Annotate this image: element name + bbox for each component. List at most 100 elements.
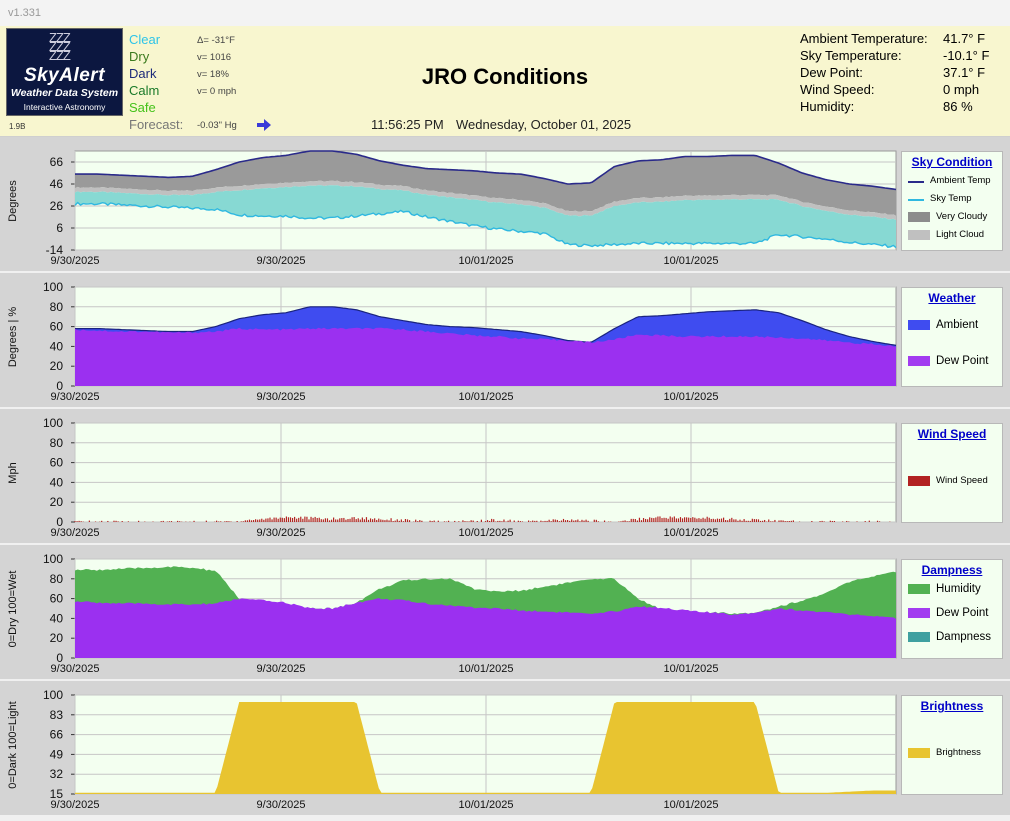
x-tick-label: 9/30/2025 [257, 799, 306, 811]
chart-legend: Sky Condition Ambient Temp Sky Temp Very Cl… [901, 151, 1003, 251]
y-tick-label: 20 [50, 359, 64, 373]
legend-swatch [908, 748, 930, 758]
x-tick-label: 9/30/2025 [257, 391, 306, 403]
y-tick-label: 60 [50, 320, 64, 334]
dew-point-area [75, 598, 896, 658]
legend-swatch [908, 476, 930, 486]
legend-title: Brightness [920, 699, 984, 713]
reading-value: 86 % [943, 99, 973, 114]
y-tick-label: 26 [50, 199, 64, 213]
legend-entry-label: Dampness [936, 631, 991, 643]
clear-band [75, 185, 896, 248]
y-tick-label: 15 [50, 787, 64, 801]
ambient-temp-line [75, 150, 897, 191]
y-tick-label: 60 [50, 456, 64, 470]
legend-entry-label: Wind Speed [936, 475, 988, 486]
status-dark-value: v= 18% [197, 69, 229, 80]
legend-swatch [908, 608, 930, 618]
x-tick-label: 10/01/2025 [458, 663, 513, 675]
legend-entry-label: Sky Temp [930, 193, 972, 204]
legend-swatch [908, 212, 930, 222]
logo-tagline: Weather Data System [10, 87, 119, 99]
legend-title: Sky Condition [911, 155, 993, 169]
x-tick-label: 10/01/2025 [458, 527, 513, 539]
very-cloudy-band [75, 151, 896, 216]
chart-legend: Brightness Brightness [901, 695, 1003, 795]
brightness-area [75, 702, 896, 794]
x-tick-label: 9/30/2025 [257, 255, 306, 267]
chart-panel-brightness: 0=Dark 100=Light 100 83 66 49 32 15 9/30/2025 9/… [0, 681, 1010, 815]
y-tick-label: 32 [50, 767, 64, 781]
x-tick-label: 9/30/2025 [51, 527, 100, 539]
version-label: v1.331 [8, 7, 42, 19]
legend-title: Dampness [921, 563, 983, 577]
x-tick-label: 10/01/2025 [663, 255, 718, 267]
y-tick-label: 6 [56, 221, 63, 235]
ambient-line [75, 306, 897, 346]
y-tick-label: 100 [43, 688, 63, 702]
y-tick-label: 49 [50, 747, 64, 761]
y-tick-label: 100 [43, 552, 63, 566]
reading-label: Sky Temperature: [800, 48, 902, 63]
y-tick-label: 66 [50, 155, 64, 169]
y-tick-label: 80 [50, 572, 64, 586]
legend-swatch [908, 584, 930, 594]
forecast-value: -0.03" Hg [197, 120, 237, 131]
legend-swatch [908, 320, 930, 330]
reading-value: 0 mph [943, 82, 980, 97]
y-tick-label: 0 [56, 515, 63, 529]
y-tick-label: 100 [43, 416, 63, 430]
forecast-arrow-icon[interactable] [256, 118, 272, 132]
status-calm-value: v= 0 mph [197, 86, 237, 97]
x-tick-label: 9/30/2025 [51, 391, 100, 403]
x-tick-label: 10/01/2025 [663, 799, 718, 811]
sky-temp-line [74, 201, 897, 249]
clock-time: 11:56:25 PM [371, 117, 444, 132]
title-bar: v1.331 [0, 0, 1010, 27]
legend-entry-label: Ambient Temp [930, 175, 991, 186]
reading-label: Ambient Temperature: [800, 31, 928, 46]
lightning-icon: ZZZ ZZZ ZZZ [49, 30, 71, 63]
legend-swatch [908, 181, 924, 183]
status-dark: Dark [129, 66, 157, 81]
legend-entry-label: Brightness [936, 747, 981, 758]
y-tick-label: 80 [50, 300, 64, 314]
legend-entry-label: Very Cloudy [936, 211, 988, 222]
x-tick-label: 10/01/2025 [663, 391, 718, 403]
x-tick-label: 10/01/2025 [663, 527, 718, 539]
y-tick-label: 40 [50, 475, 64, 489]
wind-speed-bars [74, 516, 891, 522]
x-tick-label: 10/01/2025 [458, 799, 513, 811]
x-tick-label: 9/30/2025 [51, 663, 100, 675]
status-header: ZZZ ZZZ ZZZ SkyAlert Weather Data System I… [0, 26, 1010, 137]
y-tick-label: 40 [50, 611, 64, 625]
logo-name: SkyAlert [23, 65, 106, 86]
legend-swatch [908, 230, 930, 240]
reading-value: -10.1° F [943, 48, 990, 63]
status-dry: Dry [129, 49, 150, 64]
legend-swatch [908, 199, 924, 201]
chart-panel-sky-condition: Degrees 66 46 26 6 -14 9/30/2025 9/30/2025 10/01… [0, 137, 1010, 271]
hardware-version: 1.9B [9, 122, 26, 131]
dew-point-area [75, 327, 896, 386]
y-tick-label: -14 [46, 243, 64, 257]
status-dry-value: v= 1016 [197, 52, 232, 63]
chart-legend: Dampness Humidity Dew Point Dampness [901, 559, 1003, 659]
skyalert-logo: ZZZ ZZZ ZZZ SkyAlert Weather Data System I… [6, 28, 123, 116]
legend-swatch [908, 632, 930, 642]
chart-panel-dampness: 0=Dry 100=Wet 100 80 60 40 20 0 9/30/2025 9/30/2… [0, 545, 1010, 679]
x-tick-label: 9/30/2025 [51, 799, 100, 811]
x-tick-label: 9/30/2025 [257, 663, 306, 675]
logo-subtitle: Interactive Astronomy [23, 102, 106, 112]
legend-title: Wind Speed [917, 427, 987, 441]
y-tick-label: 66 [50, 728, 64, 742]
reading-label: Dew Point: [800, 65, 863, 80]
legend-title: Weather [928, 291, 976, 305]
y-tick-label: 100 [43, 280, 63, 294]
x-tick-label: 9/30/2025 [51, 255, 100, 267]
legend-entry-label: Dew Point [936, 607, 989, 619]
reading-value: 41.7° F [943, 31, 986, 46]
reading-label: Wind Speed: [800, 82, 875, 97]
